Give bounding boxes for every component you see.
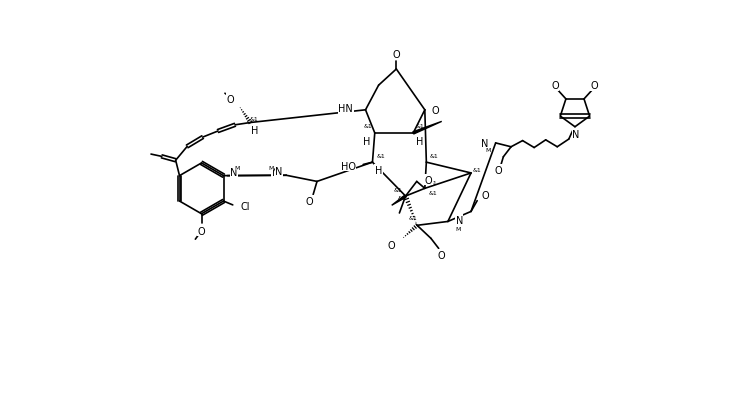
Text: &1: &1	[409, 216, 417, 220]
Text: O: O	[424, 175, 432, 185]
Text: O: O	[481, 191, 489, 201]
Text: &1: &1	[473, 167, 481, 172]
Text: &1: &1	[428, 180, 437, 185]
Text: &1: &1	[393, 188, 402, 193]
Text: &1: &1	[376, 154, 385, 159]
Text: N: N	[275, 167, 282, 177]
Text: O: O	[495, 166, 503, 175]
Text: H: H	[363, 136, 370, 146]
Text: M: M	[485, 148, 490, 153]
Text: &1: &1	[416, 124, 425, 129]
Text: N: N	[272, 168, 279, 178]
Text: O: O	[431, 106, 440, 115]
Text: O: O	[591, 81, 598, 91]
Text: HO: HO	[340, 162, 356, 172]
Text: H: H	[416, 136, 423, 146]
Text: N: N	[572, 130, 579, 140]
Text: &1: &1	[363, 124, 372, 129]
Text: &1: &1	[430, 154, 438, 159]
Text: N: N	[456, 216, 463, 225]
Text: O: O	[198, 226, 205, 236]
Text: Cl: Cl	[240, 202, 250, 212]
Text: O: O	[551, 81, 559, 91]
Text: N: N	[481, 139, 489, 148]
Text: H: H	[251, 126, 258, 136]
Text: O: O	[388, 241, 395, 251]
Text: H: H	[375, 166, 382, 175]
Text: O: O	[392, 50, 400, 60]
Text: &1: &1	[250, 117, 259, 122]
Text: N: N	[231, 167, 238, 178]
Text: O: O	[437, 250, 445, 260]
Polygon shape	[413, 122, 442, 135]
Text: &1: &1	[428, 190, 437, 195]
Text: O: O	[306, 196, 313, 206]
Text: O: O	[226, 94, 234, 104]
Text: M: M	[456, 226, 461, 231]
Polygon shape	[392, 196, 406, 206]
Text: M: M	[268, 166, 274, 171]
Text: &1: &1	[398, 196, 406, 200]
Text: HN: HN	[338, 104, 354, 114]
Text: M: M	[234, 165, 240, 170]
